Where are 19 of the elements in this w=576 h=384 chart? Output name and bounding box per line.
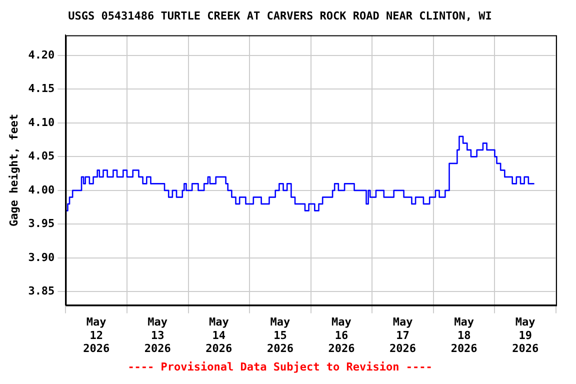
x-tick-label: May 15 2026: [266, 316, 294, 356]
y-tick-label: 4.05: [28, 150, 55, 163]
y-tick-label: 3.85: [28, 284, 55, 298]
x-tick-label: May 17 2026: [390, 316, 416, 356]
y-tick-label: 3.90: [28, 250, 55, 264]
y-tick-label: 4.15: [28, 82, 55, 96]
y-tick-label: 4.00: [28, 183, 55, 196]
y-axis-title: Gage height, feet: [7, 114, 20, 226]
chart-title: USGS 05431486 TURTLE CREEK AT CARVERS ROCK ROAD NEAR CLINTON, WI: [68, 9, 492, 22]
y-tick-label: 3.95: [28, 217, 55, 230]
text: ---- Provisional Data Subject to Revision ----: [128, 360, 432, 374]
x-tick-label: May 16 2026: [328, 316, 356, 356]
x-tick-label: May 18 2026: [450, 316, 478, 356]
x-tick-label: May 12 2026: [83, 316, 110, 356]
x-tick-label: May 19 2026: [512, 316, 539, 356]
x-tick-label: May 13 2026: [144, 316, 172, 356]
y-tick-label: 4.10: [28, 116, 55, 129]
x-tick-label: May 14 2026: [206, 316, 233, 356]
y-tick-label: 4.20: [28, 48, 55, 62]
